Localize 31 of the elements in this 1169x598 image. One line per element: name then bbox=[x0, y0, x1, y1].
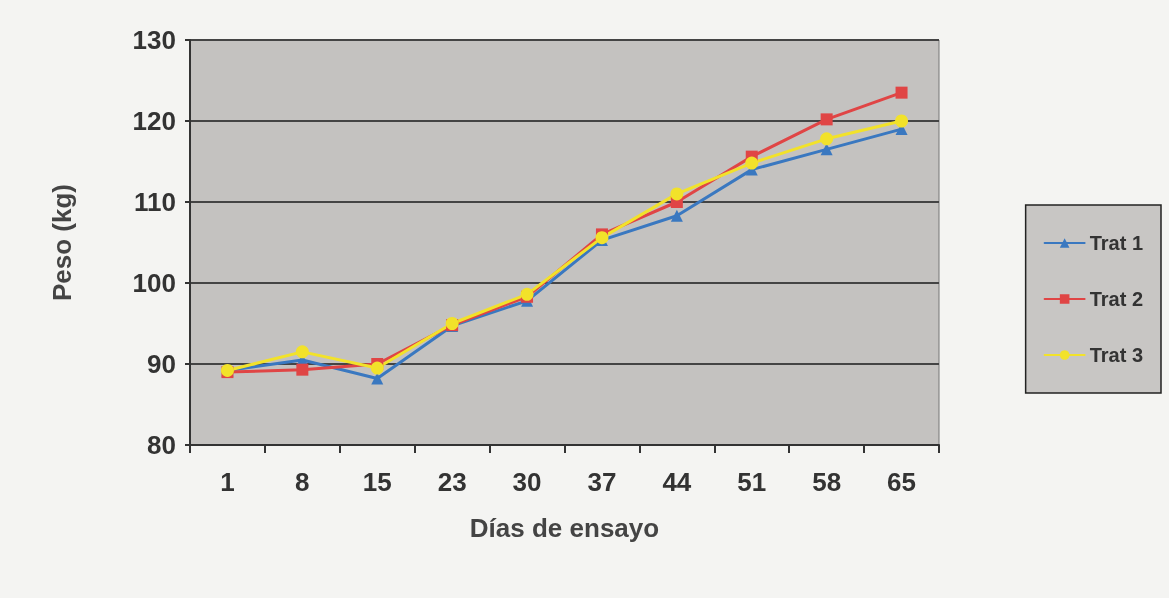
point bbox=[296, 363, 309, 376]
point bbox=[370, 361, 384, 375]
point bbox=[895, 114, 909, 128]
x-tick-label: 58 bbox=[812, 467, 842, 497]
x-tick-label: 1 bbox=[220, 467, 235, 497]
point bbox=[745, 156, 759, 170]
x-tick-label: 23 bbox=[437, 467, 467, 497]
x-tick-label: 51 bbox=[737, 467, 767, 497]
x-tick-label: 30 bbox=[512, 467, 542, 497]
x-tick-label: 8 bbox=[295, 467, 310, 497]
point bbox=[820, 113, 833, 126]
y-tick-label: 130 bbox=[132, 25, 176, 55]
y-tick-label: 80 bbox=[147, 430, 176, 460]
y-axis-title: Peso (kg) bbox=[47, 183, 77, 302]
legend-label: Trat 2 bbox=[1089, 288, 1143, 310]
y-tick-label: 90 bbox=[147, 349, 176, 379]
point bbox=[820, 132, 834, 146]
y-tick-label: 120 bbox=[132, 106, 176, 136]
x-tick-label: 15 bbox=[362, 467, 392, 497]
point bbox=[670, 209, 683, 222]
legend-label: Trat 1 bbox=[1089, 232, 1143, 254]
y-tick-label: 100 bbox=[132, 268, 176, 298]
x-axis-title: Días de ensayo bbox=[469, 513, 660, 543]
x-tick-label: 37 bbox=[587, 467, 617, 497]
legend-label: Trat 3 bbox=[1089, 344, 1143, 366]
x-tick-label: 44 bbox=[662, 467, 692, 497]
point bbox=[295, 345, 309, 359]
point bbox=[670, 187, 684, 201]
x-tick-label: 65 bbox=[887, 467, 917, 497]
point bbox=[895, 86, 908, 99]
y-tick-label: 110 bbox=[134, 187, 176, 217]
